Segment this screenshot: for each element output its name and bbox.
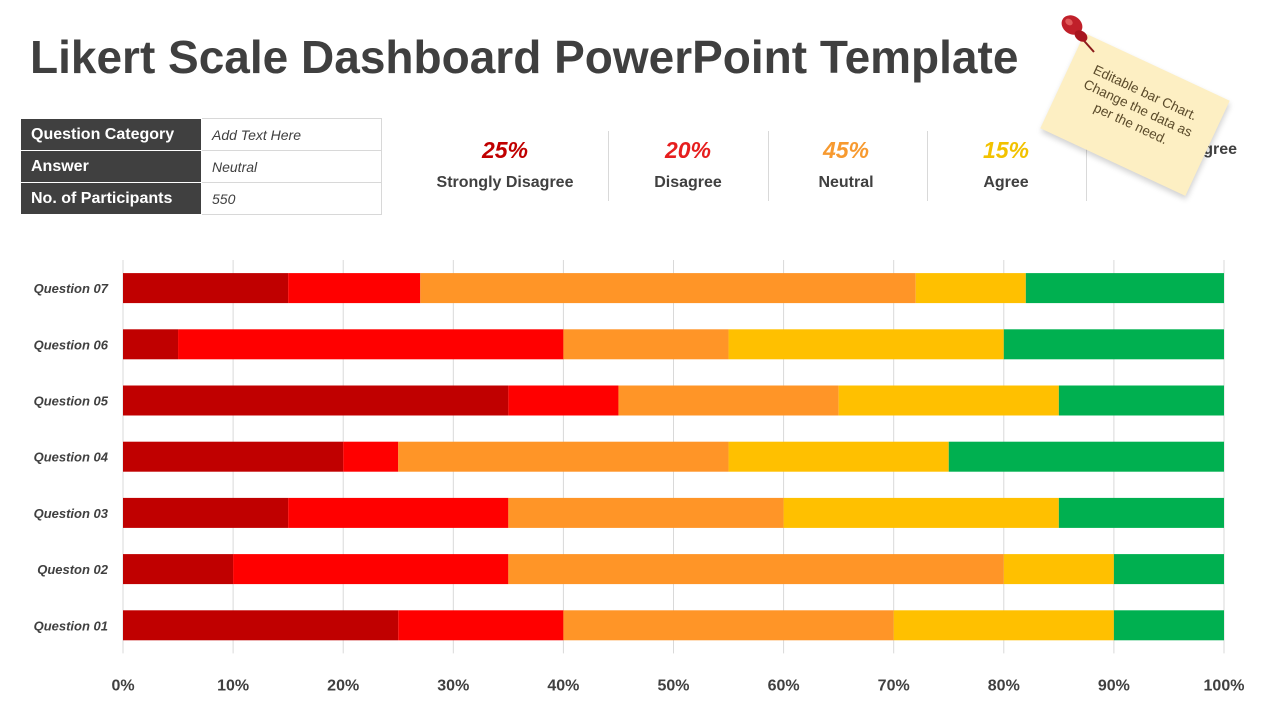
x-tick-label: 20% <box>327 677 359 694</box>
y-tick-label: Question 05 <box>34 394 109 409</box>
x-tick-label: 50% <box>657 677 689 694</box>
summary-pct: 15% <box>982 137 1030 163</box>
summary-label: Disagree <box>654 174 722 191</box>
x-tick-label: 90% <box>1098 677 1130 694</box>
x-tick-label: 60% <box>768 677 800 694</box>
info-key: Question Category <box>20 118 202 151</box>
x-tick-label: 100% <box>1204 677 1245 694</box>
x-tick-label: 40% <box>547 677 579 694</box>
y-tick-label: Queston 02 <box>37 562 109 577</box>
summary-strongly-disagree: 25% Strongly Disagree <box>420 131 590 201</box>
x-tick-label: 0% <box>111 677 134 694</box>
sticky-note-text: Editable bar Chart. Change the data as p… <box>1064 55 1212 160</box>
info-row-participants: No. of Participants 550 <box>20 182 382 215</box>
bar-segment <box>838 385 1059 416</box>
bar-segment <box>288 273 421 304</box>
bar-segment <box>618 385 839 416</box>
bar-segment <box>1025 273 1224 304</box>
x-tick-label: 30% <box>437 677 469 694</box>
y-tick-label: Question 03 <box>34 506 109 521</box>
info-table: Question Category Add Text Here Answer N… <box>20 118 382 215</box>
info-key: Answer <box>20 150 202 183</box>
info-value[interactable]: Neutral <box>201 150 382 183</box>
summary-label: Neutral <box>818 174 874 191</box>
summary-pct: 20% <box>664 137 712 163</box>
bar-segment <box>563 610 894 641</box>
bar-segment <box>728 441 949 472</box>
info-value[interactable]: Add Text Here <box>201 118 382 151</box>
bar-segment <box>398 441 729 472</box>
bar-segment <box>1003 554 1114 585</box>
bar-segment <box>783 497 1059 528</box>
x-tick-label: 80% <box>988 677 1020 694</box>
info-row-answer: Answer Neutral <box>20 150 382 183</box>
y-tick-label: Question 04 <box>34 450 109 465</box>
bar-segment <box>728 329 1004 360</box>
summary-label: Agree <box>983 174 1029 191</box>
bar-segment <box>948 441 1224 472</box>
summary-divider <box>1086 131 1087 201</box>
bar-segment <box>420 273 916 304</box>
summary-divider <box>927 131 928 201</box>
bar-segment <box>508 385 619 416</box>
bar-segment <box>288 497 509 528</box>
summary-label: Strongly Disagree <box>436 174 574 191</box>
pushpin-icon <box>1061 15 1095 53</box>
bar-segment <box>893 610 1114 641</box>
likert-bar-chart: Question 07 Question 06 Question 05 Questio… <box>34 260 1245 694</box>
x-tick-label: 10% <box>217 677 249 694</box>
info-key: No. of Participants <box>20 182 202 215</box>
bar-segment <box>1058 385 1224 416</box>
bar-segment <box>233 554 509 585</box>
bar-segment <box>123 273 289 304</box>
bar-segment <box>1113 610 1224 641</box>
bar-segment <box>1058 497 1224 528</box>
info-value[interactable]: 550 <box>201 182 382 215</box>
page-title: Likert Scale Dashboard PowerPoint Templa… <box>30 31 1019 83</box>
bar-segment <box>1003 329 1224 360</box>
summary-disagree: 20% Disagree <box>603 131 773 201</box>
bar-segment <box>178 329 564 360</box>
bar-segment <box>123 610 399 641</box>
bar-segment <box>398 610 564 641</box>
bar-segment <box>508 554 1004 585</box>
bar-segment <box>563 329 729 360</box>
bar-segment <box>123 329 179 360</box>
y-tick-label: Question 01 <box>34 618 108 633</box>
bar-segment <box>1113 554 1224 585</box>
summary-neutral: 45% Neutral <box>761 131 931 201</box>
summary-agree: 15% Agree <box>921 131 1091 201</box>
x-tick-label: 70% <box>878 677 910 694</box>
bar-segment <box>508 497 784 528</box>
summary-pct: 25% <box>481 137 529 163</box>
y-tick-label: Question 07 <box>34 281 109 296</box>
summary-divider <box>768 131 769 201</box>
summary-divider <box>608 131 609 201</box>
summary-pct: 45% <box>822 137 870 163</box>
bar-segment <box>915 273 1026 304</box>
bar-segment <box>123 554 234 585</box>
info-row-category: Question Category Add Text Here <box>20 118 382 151</box>
bar-segment <box>123 497 289 528</box>
bar-segment <box>123 441 344 472</box>
bar-segment <box>123 385 509 416</box>
bar-segment <box>343 441 399 472</box>
y-tick-label: Question 06 <box>34 337 109 352</box>
